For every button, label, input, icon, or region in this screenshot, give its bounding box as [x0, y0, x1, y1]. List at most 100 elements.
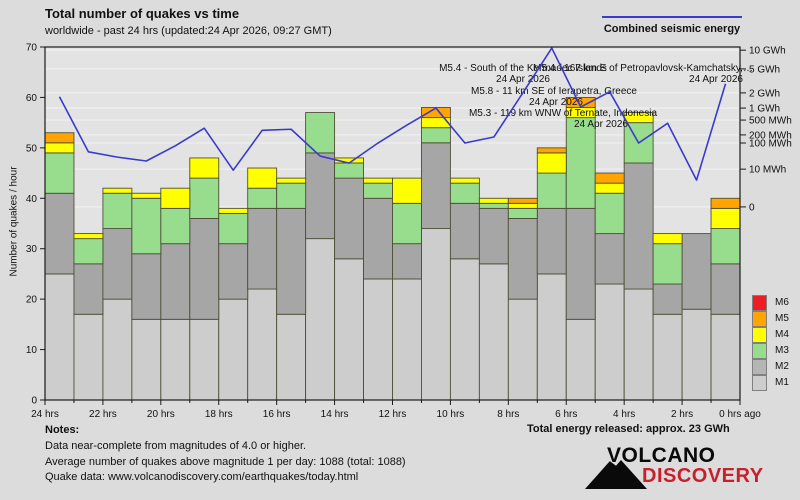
bar-segment-m4	[247, 167, 278, 189]
bar-segment-m5	[507, 197, 538, 204]
left-axis-tick-label: 50	[26, 143, 38, 154]
x-axis-tick-label: 6 hrs	[555, 409, 577, 420]
energy-axis-tick-label: 500 MWh	[749, 116, 792, 127]
bar-segment-m3	[507, 207, 538, 219]
energy-axis-tick-label: 0	[749, 202, 755, 213]
bar-segment-m3	[131, 197, 162, 255]
bar-segment-m5	[710, 197, 741, 209]
volcano-discovery-logo: VOLCANO DISCOVERY	[585, 444, 765, 494]
bar-segment-m1	[652, 313, 683, 401]
bar-segment-m2	[276, 207, 307, 315]
logo-text-discovery: DISCOVERY	[642, 465, 764, 487]
x-axis-tick-label: 10 hrs	[437, 409, 465, 420]
energy-line-legend-swatch	[602, 16, 742, 18]
bar-segment-m4	[363, 177, 393, 184]
bar-segment-m2	[652, 283, 683, 315]
quake-annotation-title: M5.4 - 167 km E of Petropavlovsk-Kamchat…	[533, 63, 753, 74]
bar-segment-m3	[565, 117, 596, 209]
bar-segment-m4	[189, 157, 220, 179]
legend-label: M2	[775, 361, 789, 372]
bar-segment-m4	[102, 187, 133, 194]
bar-segment-m1	[710, 313, 741, 401]
bar-segment-m1	[507, 298, 538, 401]
x-axis-tick-label: 8 hrs	[497, 409, 519, 420]
quake-annotation-date: 24 Apr 2026	[689, 74, 743, 85]
bar-segment-m4	[507, 202, 538, 209]
bar-segment-m1	[363, 278, 393, 401]
bar-segment-m2	[131, 253, 162, 320]
bar-segment-m1	[102, 298, 133, 401]
left-axis-tick-label: 70	[26, 43, 38, 54]
left-axis-tick-label: 30	[26, 244, 38, 255]
bar-segment-m5	[536, 147, 567, 154]
bar-segment-m2	[681, 233, 712, 310]
bar-segment-m2	[478, 207, 509, 265]
legend-label: M3	[775, 345, 789, 356]
legend-swatch-m3	[752, 343, 767, 359]
energy-axis-tick-label: 200 MWh	[749, 130, 792, 141]
left-axis-tick-label: 10	[26, 345, 38, 356]
bar-segment-m2	[507, 218, 538, 300]
x-axis-tick-label: 24 hrs	[31, 409, 59, 420]
energy-axis-tick-label: 1 GWh	[749, 104, 780, 115]
bar-segment-m2	[247, 207, 278, 290]
bar-segment-m3	[276, 182, 307, 209]
bar-segment-m1	[189, 318, 220, 401]
bar-segment-m1	[44, 273, 75, 401]
bar-segment-m1	[392, 278, 422, 401]
bar-segment-m2	[449, 202, 480, 260]
legend-label: M6	[775, 297, 789, 308]
bar-segment-m3	[102, 192, 133, 229]
page-subtitle: worldwide - past 24 hrs (updated:24 Apr …	[45, 25, 332, 37]
bar-segment-m1	[565, 318, 596, 401]
notes-line: Quake data: www.volcanodiscovery.com/ear…	[45, 471, 359, 484]
bar-segment-m3	[247, 187, 278, 209]
bar-segment-m1	[276, 313, 307, 401]
x-axis-tick-label: 18 hrs	[205, 409, 233, 420]
bar-segment-m3	[392, 202, 422, 245]
bar-segment-m4	[710, 207, 741, 229]
bar-segment-m3	[449, 182, 480, 204]
bar-segment-m2	[73, 263, 104, 315]
bar-segment-m3	[478, 202, 509, 209]
x-axis-tick-label: 4 hrs	[613, 409, 635, 420]
quake-annotation-title: M5.8 - 11 km SE of Ierapetra, Greece	[471, 86, 637, 97]
bar-segment-m2	[189, 218, 220, 320]
x-axis-tick-label: 12 hrs	[379, 409, 407, 420]
bar-segment-m1	[623, 288, 654, 401]
x-axis-tick-label: 2 hrs	[671, 409, 693, 420]
legend-swatch-m4	[752, 327, 767, 343]
notes-block: Notes: Data near-complete from magnitude…	[45, 423, 406, 486]
bar-segment-m2	[421, 142, 451, 229]
energy-axis-tick-label: 2 GWh	[749, 88, 780, 99]
bar-segment-m1	[421, 228, 451, 401]
bar-segment-m4	[44, 142, 75, 154]
page-title: Total number of quakes vs time	[45, 6, 240, 21]
x-axis-tick-label: 16 hrs	[263, 409, 291, 420]
bar-segment-m3	[421, 127, 451, 144]
left-axis-tick-label: 40	[26, 194, 38, 205]
legend-label: M5	[775, 313, 789, 324]
energy-axis-tick-label: 100 MWh	[749, 139, 792, 150]
x-axis-tick-label: 0 hrs ago	[719, 409, 761, 420]
bar-segment-m4	[392, 177, 422, 204]
quake-annotation-date: 24 Apr 2026	[529, 97, 583, 108]
bar-segment-m4	[131, 192, 162, 199]
bar-segment-m1	[218, 298, 249, 401]
bar-segment-m1	[305, 238, 336, 401]
energy-axis-tick-label: 10 GWh	[749, 46, 786, 57]
quake-annotation-title: M5.4 - South of the Kermadec Islands	[439, 63, 607, 74]
bar-segment-m2	[102, 228, 133, 300]
x-axis-tick-label: 14 hrs	[321, 409, 349, 420]
bar-segment-m1	[73, 313, 104, 401]
bar-segment-m3	[160, 207, 191, 245]
bar-segment-m1	[449, 258, 480, 401]
bar-segment-m5	[594, 172, 625, 184]
bar-segment-m4	[594, 182, 625, 194]
total-energy-released: Total energy released: approx. 23 GWh	[527, 423, 730, 435]
x-axis-tick-label: 22 hrs	[89, 409, 117, 420]
bar-segment-m3	[710, 228, 741, 265]
bar-segment-m1	[247, 288, 278, 401]
